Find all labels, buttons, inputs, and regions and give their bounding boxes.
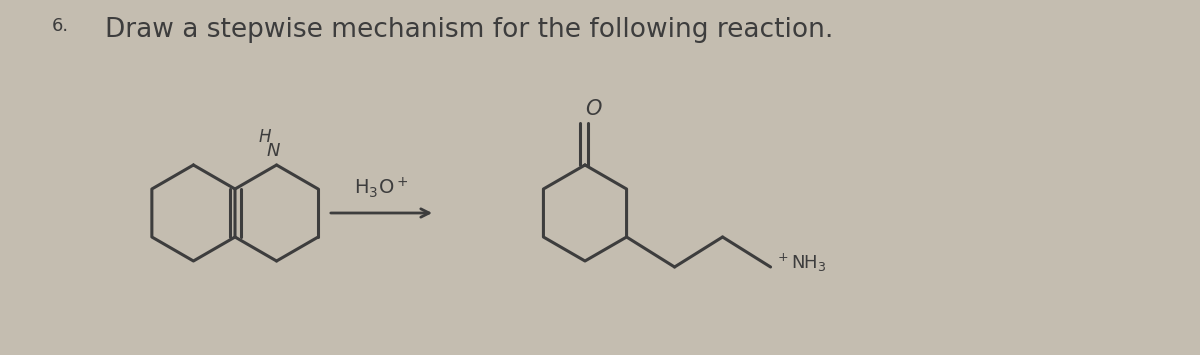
Text: O: O [584, 99, 601, 119]
Text: $\mathregular{H_3O^+}$: $\mathregular{H_3O^+}$ [354, 175, 409, 200]
Text: $^+$NH$_3$: $^+$NH$_3$ [774, 252, 827, 274]
Text: N: N [266, 142, 281, 160]
Text: Draw a stepwise mechanism for the following reaction.: Draw a stepwise mechanism for the follow… [106, 17, 833, 43]
Text: H: H [258, 128, 271, 146]
Text: 6.: 6. [52, 17, 70, 35]
